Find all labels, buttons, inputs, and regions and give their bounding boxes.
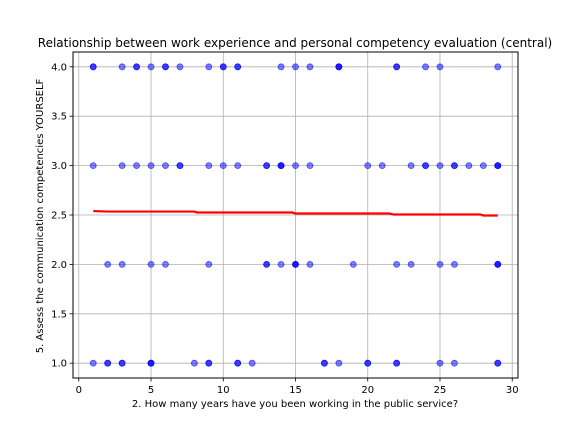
data-point [205, 260, 213, 268]
data-point [494, 359, 502, 367]
data-point [451, 260, 458, 268]
data-point [219, 63, 227, 71]
data-point [147, 359, 155, 367]
data-point [89, 162, 97, 170]
data-point [436, 260, 444, 268]
x-tick-label: 5 [148, 385, 154, 396]
data-point [104, 260, 112, 268]
data-point [494, 162, 502, 170]
data-point [133, 63, 140, 71]
data-point [133, 162, 140, 170]
points-layer [89, 63, 502, 367]
data-point [292, 63, 299, 71]
data-point [205, 162, 213, 170]
data-point [451, 162, 458, 170]
y-axis-ticks: 1.0 1.5 2.0 2.5 3.0 3.5 4.0 [51, 62, 73, 370]
data-point [349, 260, 357, 268]
data-point [89, 359, 97, 367]
data-point [292, 162, 299, 170]
data-point [364, 359, 372, 367]
y-tick-label: 2.5 [51, 211, 67, 222]
y-tick-label: 3.5 [51, 112, 67, 123]
data-point [422, 63, 429, 71]
data-point [277, 63, 285, 71]
x-axis-ticks: 0 5 10 15 20 25 30 [76, 378, 519, 396]
trend-line-layer [93, 209, 498, 217]
data-point [407, 162, 415, 170]
y-tick-label: 2.0 [51, 260, 67, 271]
data-point [436, 162, 444, 170]
data-point [465, 162, 473, 170]
data-point [393, 63, 401, 71]
data-point [335, 63, 343, 71]
x-axis-label: 2. How many years have you been working … [132, 399, 458, 410]
data-point [335, 359, 343, 367]
data-point [378, 162, 386, 170]
data-point [263, 162, 271, 170]
data-point [263, 260, 271, 268]
x-tick-label: 30 [506, 385, 519, 396]
y-tick-label: 1.0 [51, 359, 67, 370]
x-tick-label: 25 [434, 385, 447, 396]
data-point [436, 359, 444, 367]
data-point [205, 359, 213, 367]
x-tick-label: 20 [361, 385, 374, 396]
data-point [234, 162, 242, 170]
data-point [248, 359, 256, 367]
data-point [118, 162, 126, 170]
data-point [422, 162, 429, 170]
y-tick-label: 3.0 [51, 161, 67, 172]
data-point [393, 260, 401, 268]
data-point [147, 260, 155, 268]
data-point [190, 359, 198, 367]
data-point [104, 359, 112, 367]
data-point [205, 63, 213, 71]
data-point [320, 359, 328, 367]
data-point [494, 63, 502, 71]
data-point [118, 63, 126, 71]
data-point [277, 162, 285, 170]
data-point [234, 63, 242, 71]
y-tick-label: 1.5 [51, 309, 67, 320]
y-tick-label: 4.0 [51, 62, 67, 73]
data-point [89, 63, 97, 71]
data-point [162, 162, 169, 170]
data-point [306, 162, 314, 170]
data-point [479, 162, 487, 170]
data-point [306, 63, 314, 71]
y-axis-label: 5. Assess the communication competencies… [35, 78, 46, 353]
x-tick-label: 0 [76, 385, 82, 396]
data-point [118, 260, 126, 268]
data-point [147, 162, 155, 170]
chart-title: Relationship between work experience and… [38, 36, 552, 50]
data-point [364, 162, 372, 170]
data-point [176, 162, 184, 170]
data-point [147, 63, 155, 71]
data-point [306, 260, 314, 268]
data-point [494, 260, 502, 268]
data-point [407, 260, 415, 268]
data-point [393, 359, 401, 367]
x-tick-label: 10 [217, 385, 230, 396]
trend-line [93, 209, 498, 217]
data-point [277, 260, 285, 268]
data-point [451, 359, 458, 367]
data-point [436, 63, 444, 71]
data-point [162, 260, 169, 268]
data-point [118, 359, 126, 367]
data-point [219, 162, 227, 170]
data-point [176, 63, 184, 71]
x-tick-label: 15 [289, 385, 302, 396]
data-point [292, 260, 299, 268]
data-point [234, 359, 242, 367]
data-point [162, 63, 169, 71]
